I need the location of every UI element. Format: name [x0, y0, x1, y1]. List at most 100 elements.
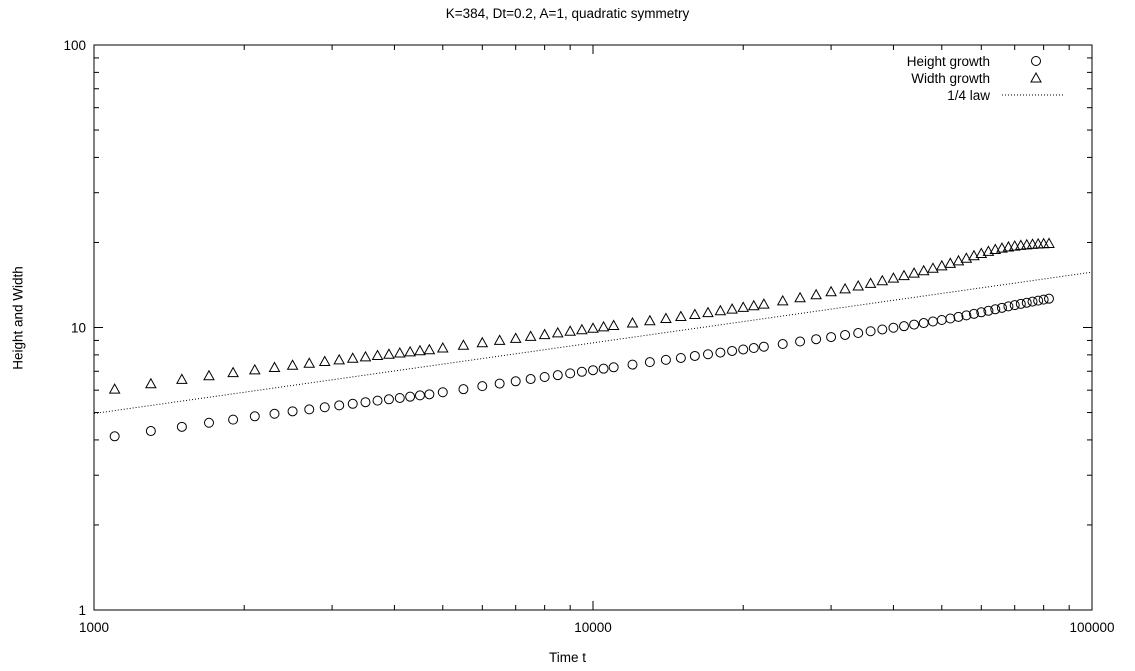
width-growth-point: [538, 328, 551, 340]
height-growth-point: [777, 339, 788, 350]
height-growth-point: [918, 318, 929, 329]
width-growth-point: [414, 344, 426, 356]
height-growth-point: [304, 404, 315, 415]
width-growth-point: [359, 350, 372, 362]
height-growth-point: [347, 398, 358, 409]
height-growth-point: [360, 397, 371, 408]
legend-triangle-marker: [1030, 71, 1042, 83]
width-growth-point: [952, 254, 965, 266]
width-growth-point: [887, 272, 900, 283]
width-growth-point: [689, 308, 701, 319]
legend: Height growth Width growth 1/4 law: [907, 54, 1064, 103]
width-growth-point: [1002, 240, 1015, 252]
width-growth-point: [794, 291, 806, 303]
height-growth-point: [372, 395, 383, 406]
height-growth-point: [539, 372, 550, 383]
height-growth-point: [909, 319, 920, 330]
width-growth-point: [597, 320, 610, 332]
legend-label: 1/4 law: [947, 88, 990, 103]
width-growth-point: [626, 317, 639, 328]
height-growth-point: [899, 321, 910, 332]
width-growth-point: [404, 345, 416, 357]
height-growth-point: [811, 334, 822, 345]
height-growth-point: [983, 305, 994, 316]
width-growth-point: [203, 369, 215, 381]
height-growth-point: [203, 417, 214, 428]
axis-ticks: 1000 10000 100000 1 10 100: [63, 38, 1114, 635]
width-growth-point: [917, 264, 930, 276]
width-growth-point: [607, 319, 620, 331]
width-growth-point: [1014, 239, 1027, 250]
height-growth-point: [494, 378, 505, 389]
width-growth-point: [576, 323, 588, 335]
height-growth-point: [877, 324, 888, 335]
height-growth-point: [1015, 298, 1026, 309]
width-growth-point: [737, 301, 750, 312]
height-growth-point: [748, 343, 759, 354]
height-growth-point: [826, 332, 837, 343]
width-growth-point: [176, 373, 188, 384]
width-growth-point: [982, 245, 995, 256]
width-growth-point: [227, 366, 239, 378]
height-growth-point: [853, 328, 864, 339]
chart-title: K=384, Dt=0.2, A=1, quadratic symmetry: [445, 6, 690, 21]
width-growth-point: [675, 310, 687, 321]
height-growth-point: [689, 350, 700, 361]
height-growth-point: [383, 394, 394, 405]
height-growth-point: [477, 381, 488, 392]
legend-label: Width growth: [911, 71, 990, 86]
width-growth-point: [551, 326, 564, 338]
height-growth-point: [565, 368, 576, 379]
width-growth-point: [975, 247, 988, 258]
width-growth-point: [758, 298, 770, 309]
height-growth-point: [990, 304, 1001, 315]
height-growth-point: [145, 426, 156, 437]
height-growth-point: [608, 362, 619, 373]
width-growth-point: [726, 303, 738, 314]
width-growth-point: [1008, 240, 1021, 251]
height-growth-point: [394, 392, 405, 403]
height-growth-point: [525, 374, 536, 385]
height-growth-point: [510, 376, 521, 387]
height-growth-point: [1043, 293, 1054, 304]
height-growth-point: [675, 352, 686, 363]
width-growth-point: [457, 339, 470, 350]
height-growth-point: [588, 365, 598, 376]
height-growth-point: [1021, 297, 1032, 308]
width-growth-point: [960, 252, 973, 263]
height-growth-point: [888, 322, 899, 333]
height-growth-point: [865, 326, 876, 337]
height-growth-point: [1009, 300, 1020, 311]
width-growth-point: [968, 249, 980, 261]
width-growth-point: [714, 304, 727, 316]
height-growth-point: [927, 316, 938, 327]
width-growth-point: [996, 242, 1008, 253]
plot-frame: [93, 44, 1093, 611]
x-tick-label: 10000: [574, 620, 612, 635]
height-growth-point: [945, 313, 956, 324]
y-tick-label: 100: [63, 38, 86, 53]
height-growth-point: [458, 384, 469, 395]
width-growth-point: [303, 357, 316, 368]
height-growth-point: [936, 315, 947, 326]
height-growth-point: [176, 421, 187, 432]
y-tick-label: 1: [78, 603, 86, 618]
width-growth-point: [776, 294, 789, 306]
width-growth-point: [286, 359, 299, 370]
quarter-law-line: [93, 271, 1093, 415]
height-growth-point: [249, 411, 260, 422]
height-growth-point: [228, 414, 239, 425]
height-growth-point: [269, 408, 280, 419]
height-growth-point: [795, 336, 806, 347]
width-growth-point: [864, 277, 877, 288]
height-growth-point: [758, 341, 769, 352]
width-growth-point: [944, 257, 957, 268]
width-growth-point: [1043, 237, 1055, 248]
width-growth-point: [524, 330, 537, 341]
legend-circle-marker: [1031, 56, 1041, 66]
height-growth-point: [287, 406, 298, 417]
width-growth-point: [108, 383, 121, 394]
width-growth-point: [393, 347, 406, 358]
data-series: [93, 237, 1093, 442]
